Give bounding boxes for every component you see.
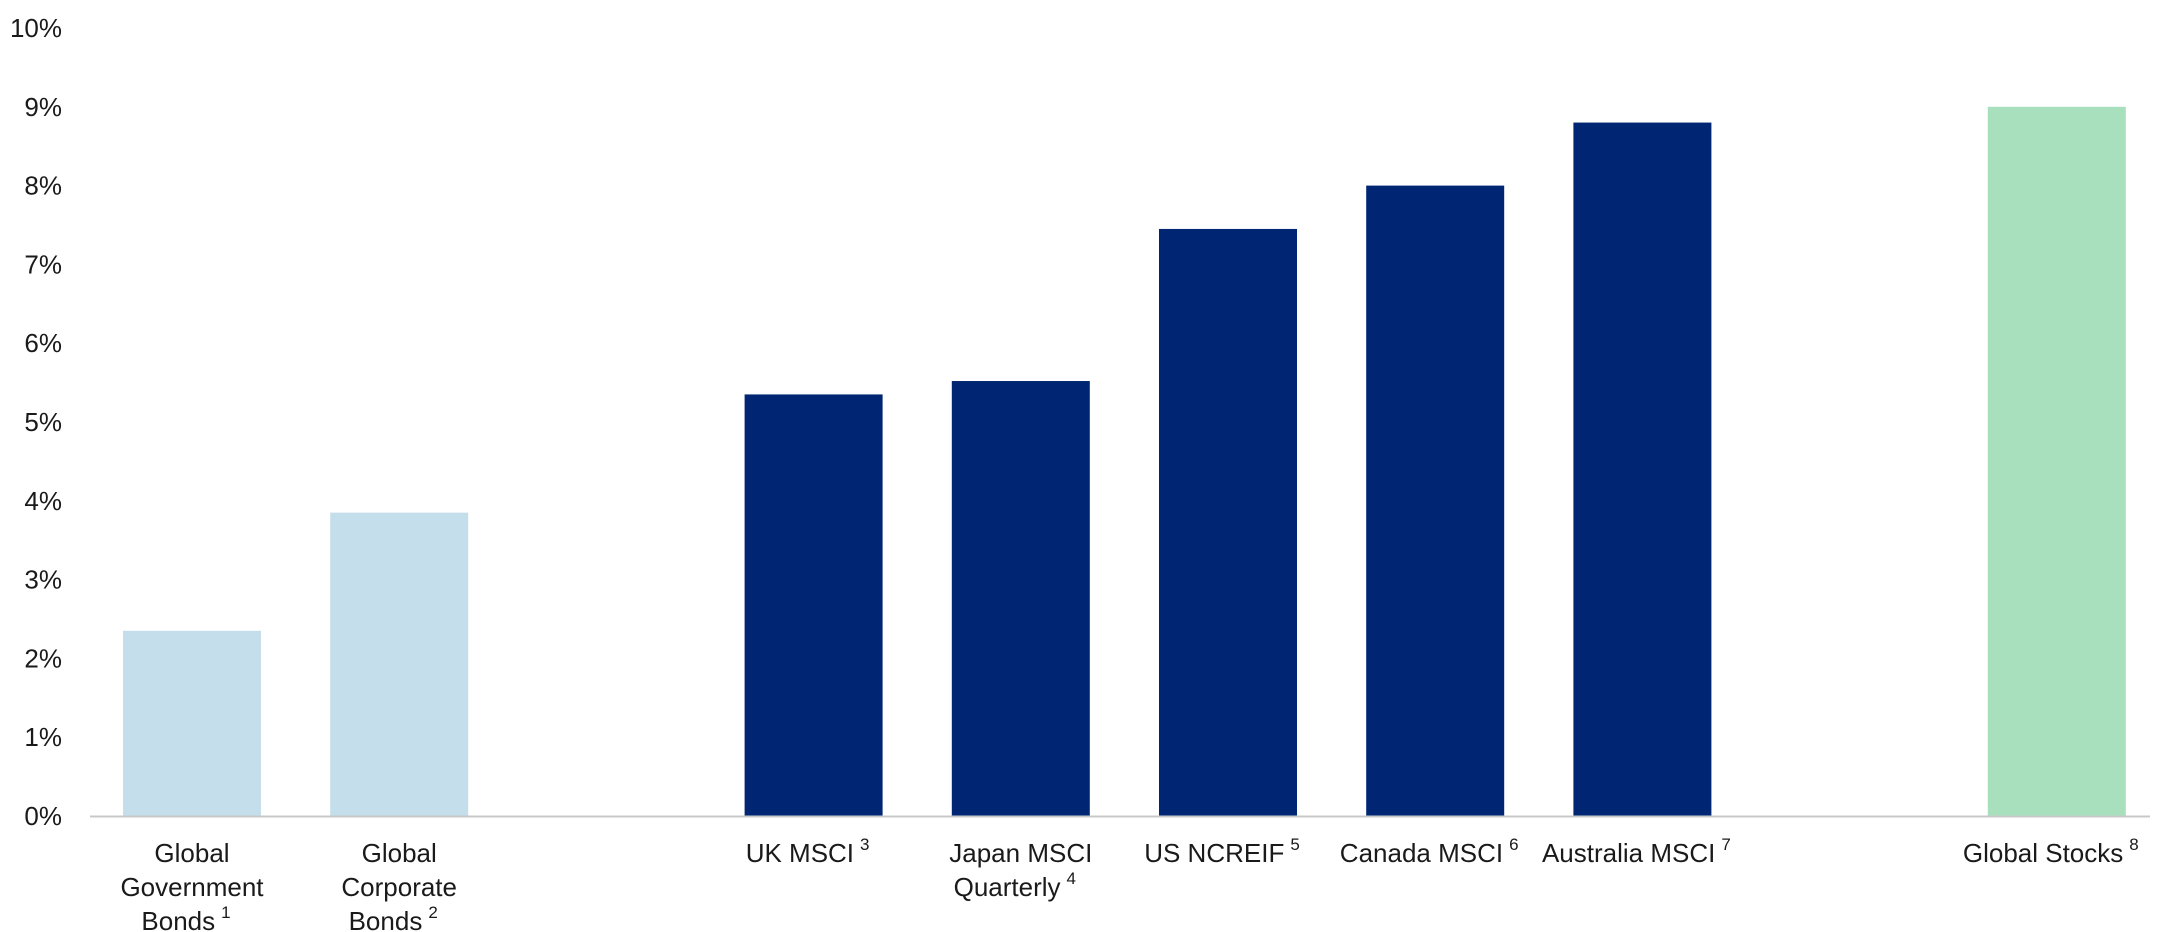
- category-label-line: UK MSCI: [746, 838, 854, 868]
- x-category-label: Japan MSCI: [949, 838, 1092, 868]
- category-label-line: Bonds: [141, 906, 215, 932]
- footnote-marker: 7: [1721, 835, 1730, 854]
- category-label-line: US NCREIF: [1144, 838, 1284, 868]
- category-label-line: Bonds: [349, 906, 423, 932]
- x-category-label: Corporate: [341, 872, 457, 902]
- footnote-marker: 8: [2129, 835, 2138, 854]
- category-label-line: Global: [362, 838, 437, 868]
- category-label-line: Canada MSCI: [1340, 838, 1503, 868]
- category-label-line: Corporate: [341, 872, 457, 902]
- x-category-label: Global Stocks 8: [1963, 835, 2139, 868]
- bar: [1366, 185, 1505, 817]
- footnote-marker: 6: [1509, 835, 1518, 854]
- bar: [744, 394, 883, 816]
- footnote-marker: 1: [221, 903, 230, 922]
- bar: [951, 381, 1090, 816]
- bar: [1159, 228, 1297, 816]
- x-category-label: Quarterly 4: [954, 869, 1076, 902]
- category-label-line: Quarterly: [954, 872, 1061, 902]
- x-category-label: Global: [362, 838, 437, 868]
- y-tick-label: 4%: [24, 486, 62, 516]
- x-category-label: Australia MSCI 7: [1542, 835, 1731, 868]
- bar: [1987, 106, 2126, 817]
- y-tick-label: 5%: [24, 407, 62, 437]
- bar: [1573, 122, 1712, 816]
- x-category-label: Global: [154, 838, 229, 868]
- x-category-label: US NCREIF 5: [1144, 835, 1300, 868]
- footnote-marker: 4: [1067, 869, 1076, 888]
- y-tick-label: 9%: [24, 92, 62, 122]
- category-label-line: Global Stocks: [1963, 838, 2123, 868]
- footnote-marker: 3: [860, 835, 869, 854]
- category-label-line: Government: [120, 872, 264, 902]
- y-tick-label: 2%: [24, 643, 62, 673]
- y-tick-label: 7%: [24, 249, 62, 279]
- y-axis: 0% 1% 2% 3% 4% 5% 6% 7% 8% 9% 10%: [10, 13, 62, 831]
- x-category-label: Canada MSCI 6: [1340, 835, 1519, 868]
- x-category-label: Government: [120, 872, 264, 902]
- y-tick-label: 8%: [24, 171, 62, 201]
- x-category-label: UK MSCI 3: [746, 835, 870, 868]
- x-category-label: Bonds 1: [141, 903, 230, 932]
- footnote-marker: 5: [1290, 835, 1299, 854]
- y-tick-label: 1%: [24, 722, 62, 752]
- bar: [330, 512, 469, 816]
- y-tick-label: 6%: [24, 328, 62, 358]
- bar: [123, 630, 261, 816]
- category-label-line: Global: [154, 838, 229, 868]
- y-tick-label: 0%: [24, 801, 62, 831]
- x-category-label: Bonds 2: [349, 903, 438, 932]
- category-label-line: Australia MSCI: [1542, 838, 1715, 868]
- footnote-marker: 2: [428, 903, 437, 922]
- y-tick-label: 3%: [24, 565, 62, 595]
- bars: [123, 106, 2126, 817]
- category-label-line: Japan MSCI: [949, 838, 1092, 868]
- y-tick-label: 10%: [10, 13, 62, 43]
